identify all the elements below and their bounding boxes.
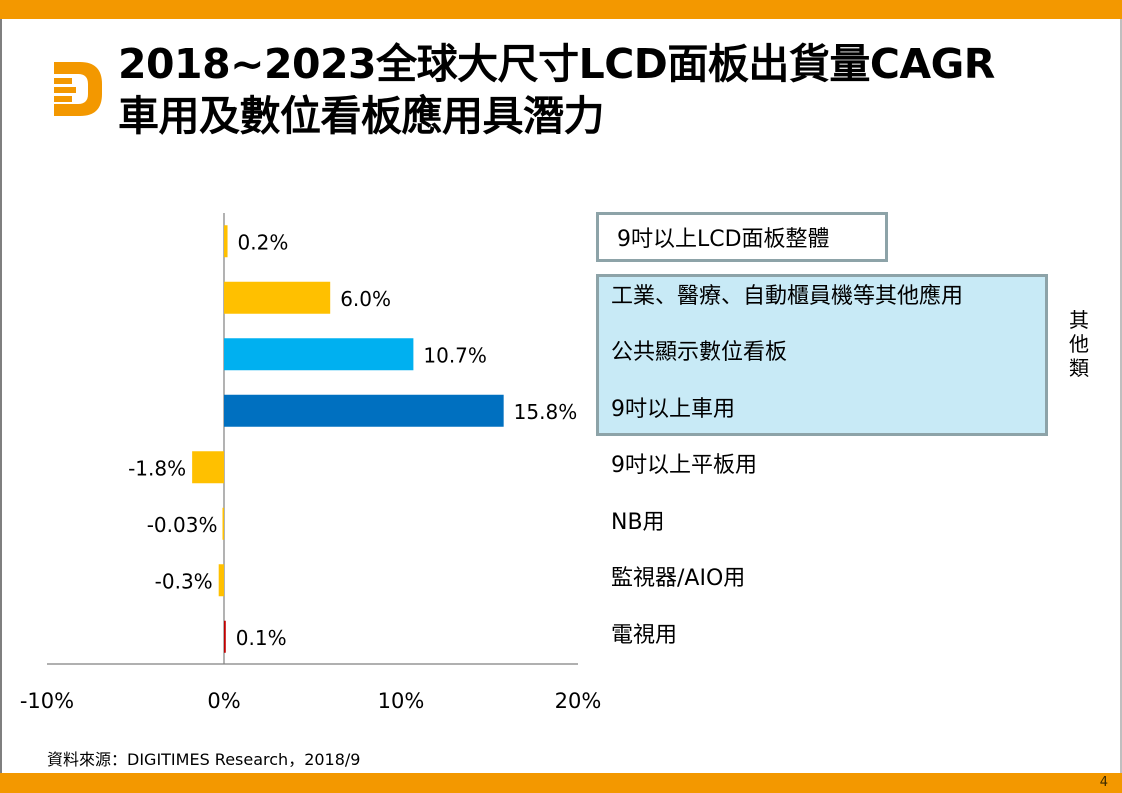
data-label-0: 0.2%: [238, 230, 289, 254]
category-label-2: 公共顯示數位看板: [611, 340, 788, 366]
x-tick-label-3: 20%: [555, 689, 602, 713]
bottom-accent-bar: [0, 773, 1122, 793]
data-label-5: -0.03%: [147, 513, 218, 537]
category-label-7: 電視用: [611, 622, 678, 648]
data-label-3: 15.8%: [514, 400, 578, 424]
total-category-box: [596, 212, 888, 262]
page-number: 4: [1099, 775, 1108, 790]
bar-3: [224, 394, 504, 427]
top-accent-bar: [0, 0, 1122, 19]
bar-0: [224, 225, 228, 258]
bar-6: [218, 564, 224, 597]
title-line-1: 2018~2023全球大尺寸LCD面板出貨量CAGR: [118, 40, 995, 88]
slide-right-border: [1120, 19, 1122, 773]
x-tick-label-0: -10%: [20, 689, 74, 713]
bar-4: [192, 451, 224, 484]
x-tick-label-1: 0%: [207, 689, 240, 713]
data-label-2: 10.7%: [423, 343, 487, 367]
digitimes-logo-icon: [54, 62, 102, 116]
bar-5: [222, 507, 224, 540]
title-line-2: 車用及數位看板應用具潛力: [118, 92, 605, 140]
bar-7: [224, 620, 226, 653]
data-label-1: 6.0%: [340, 287, 391, 311]
other-category-group-box: [596, 274, 1048, 436]
data-label-7: 0.1%: [236, 626, 287, 650]
group-label-other: 其他類: [1069, 308, 1089, 380]
category-label-5: NB用: [611, 509, 665, 535]
slide-left-border: [0, 19, 2, 773]
data-label-6: -0.3%: [155, 569, 213, 593]
category-label-6: 監視器/AIO用: [611, 566, 746, 592]
category-label-3: 9吋以上車用: [611, 396, 735, 422]
category-label-4: 9吋以上平板用: [611, 453, 757, 479]
data-label-4: -1.8%: [128, 456, 186, 480]
bar-1: [224, 281, 331, 314]
slide-title: 2018~2023全球大尺寸LCD面板出貨量CAGR 車用及數位看板應用具潛力: [118, 38, 1108, 142]
category-label-1: 工業、醫療、自動櫃員機等其他應用: [611, 283, 964, 309]
x-tick-label-2: 10%: [378, 689, 425, 713]
bar-2: [224, 338, 414, 371]
category-label-0: 9吋以上LCD面板整體: [617, 227, 830, 253]
source-note: 資料來源：DIGITIMES Research，2018/9: [47, 750, 361, 769]
